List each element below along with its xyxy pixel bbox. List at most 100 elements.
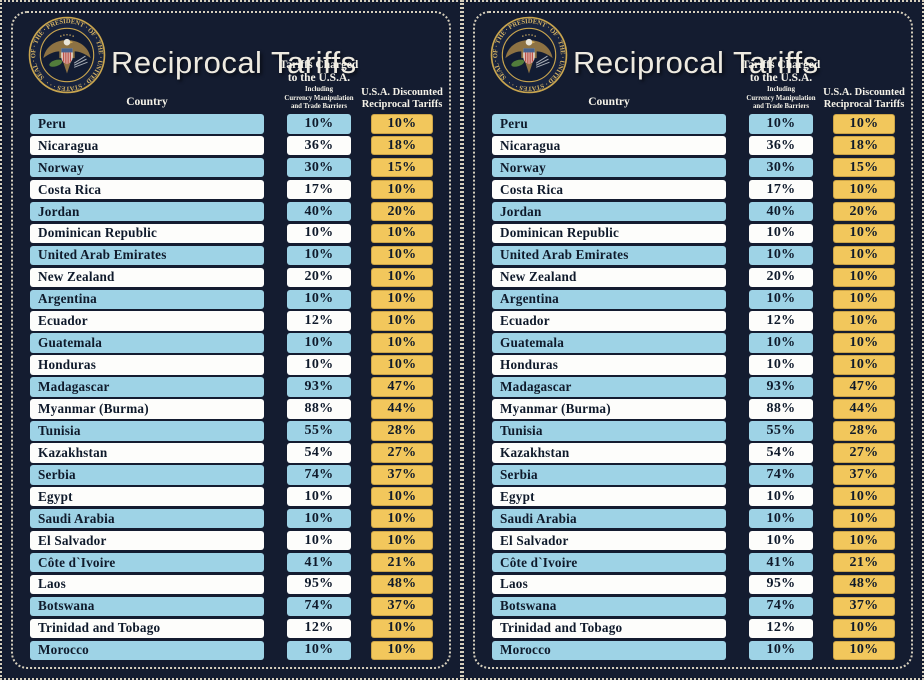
table-row: United Arab Emirates 10% 10% — [492, 245, 898, 266]
country-cell: Morocco — [30, 640, 264, 660]
discounted-tariff-cell: 10% — [371, 508, 433, 529]
country-cell: Guatemala — [492, 333, 726, 353]
country-cell: Laos — [492, 574, 726, 595]
discounted-tariff-cell: 10% — [371, 267, 433, 288]
country-cell: Argentina — [492, 289, 726, 309]
charged-tariff-cell: 12% — [287, 618, 351, 639]
table-row: Peru 10% 10% — [492, 114, 898, 134]
country-cell: Egypt — [492, 486, 726, 507]
discounted-tariff-cell: 37% — [371, 596, 433, 617]
country-cell: Côte d`Ivoire — [30, 552, 264, 573]
table-row: Morocco 10% 10% — [492, 640, 898, 660]
country-cell: Madagascar — [30, 377, 264, 397]
charged-tariff-cell: 10% — [287, 333, 351, 353]
country-cell: Ecuador — [30, 311, 264, 331]
country-cell: Kazakhstan — [492, 443, 726, 463]
discounted-tariff-cell: 10% — [833, 114, 895, 134]
table-row: Madagascar 93% 47% — [492, 377, 898, 397]
discounted-tariff-cell: 10% — [833, 530, 895, 551]
country-cell: El Salvador — [492, 530, 726, 551]
page-title: Reciprocal Tariffs — [111, 45, 357, 80]
country-cell: Jordan — [30, 201, 264, 222]
discounted-tariff-cell: 10% — [371, 179, 433, 200]
table-row: Peru 10% 10% — [30, 114, 436, 134]
table-row: Serbia 74% 37% — [30, 465, 436, 485]
discounted-tariff-cell: 10% — [833, 267, 895, 288]
charged-tariff-cell: 95% — [287, 574, 351, 595]
charged-tariff-cell: 40% — [749, 201, 813, 222]
table-row: Honduras 10% 10% — [30, 355, 436, 375]
table-row: Argentina 10% 10% — [30, 289, 436, 309]
charged-tariff-cell: 10% — [749, 486, 813, 507]
table-row: Saudi Arabia 10% 10% — [30, 508, 436, 529]
discounted-tariff-cell: 10% — [371, 311, 433, 331]
country-cell: Saudi Arabia — [30, 508, 264, 529]
charged-tariff-cell: 10% — [749, 530, 813, 551]
country-cell: Dominican Republic — [30, 223, 264, 244]
country-cell: Saudi Arabia — [492, 508, 726, 529]
country-cell: Madagascar — [492, 377, 726, 397]
table-row: Kazakhstan 54% 27% — [30, 443, 436, 463]
discounted-tariff-cell: 48% — [371, 574, 433, 595]
table-row: Côte d`Ivoire 41% 21% — [492, 552, 898, 573]
charged-tariff-cell: 17% — [749, 179, 813, 200]
discounted-tariff-cell: 10% — [833, 223, 895, 244]
charged-tariff-cell: 30% — [287, 157, 351, 178]
discounted-tariff-cell: 10% — [371, 640, 433, 660]
discounted-tariff-cell: 10% — [371, 333, 433, 353]
country-cell: Trinidad and Tobago — [492, 618, 726, 639]
country-cell: Tunisia — [492, 421, 726, 441]
presidential-seal: SEAL · OF · THE · PRESIDENT · OF · THE ·… — [490, 16, 568, 94]
country-cell: Tunisia — [30, 421, 264, 441]
tariff-board-panel: SEAL · OF · THE · PRESIDENT · OF · THE ·… — [0, 0, 462, 680]
charged-tariff-cell: 54% — [749, 443, 813, 463]
tariff-table: Peru 10% 10% Nicaragua 36% 18% Norway 30% 15% Cos… — [30, 114, 436, 662]
country-cell: Côte d`Ivoire — [492, 552, 726, 573]
charged-tariff-cell: 12% — [749, 311, 813, 331]
discounted-tariff-cell: 10% — [833, 311, 895, 331]
table-row: Honduras 10% 10% — [492, 355, 898, 375]
table-row: Guatemala 10% 10% — [30, 333, 436, 353]
country-cell: Honduras — [30, 355, 264, 375]
country-cell: Nicaragua — [30, 135, 264, 156]
table-row: Nicaragua 36% 18% — [492, 135, 898, 156]
discounted-tariff-cell: 10% — [371, 618, 433, 639]
table-row: Nicaragua 36% 18% — [30, 135, 436, 156]
charged-tariff-cell: 74% — [287, 465, 351, 485]
discounted-tariff-cell: 10% — [833, 486, 895, 507]
table-row: Tunisia 55% 28% — [30, 421, 436, 441]
discounted-tariff-cell: 47% — [371, 377, 433, 397]
charged-tariff-cell: 36% — [287, 135, 351, 156]
table-row: New Zealand 20% 10% — [30, 267, 436, 288]
country-cell: Peru — [492, 114, 726, 134]
discounted-tariff-cell: 21% — [371, 552, 433, 573]
country-cell: United Arab Emirates — [30, 245, 264, 266]
discounted-tariff-cell: 27% — [371, 443, 433, 463]
charged-tariff-cell: 88% — [749, 399, 813, 419]
country-cell: Morocco — [492, 640, 726, 660]
table-row: Madagascar 93% 47% — [30, 377, 436, 397]
country-cell: Nicaragua — [492, 135, 726, 156]
table-row: Norway 30% 15% — [492, 157, 898, 178]
table-row: Tunisia 55% 28% — [492, 421, 898, 441]
discounted-tariff-cell: 10% — [833, 289, 895, 309]
charged-tariff-cell: 74% — [749, 465, 813, 485]
country-cell: Peru — [30, 114, 264, 134]
table-row: Argentina 10% 10% — [492, 289, 898, 309]
country-cell: Argentina — [30, 289, 264, 309]
charged-tariff-cell: 12% — [749, 618, 813, 639]
column-header-discounted-tariffs: U.S.A. Discounted Reciprocal Tariffs — [823, 87, 905, 111]
table-row: Myanmar (Burma) 88% 44% — [492, 399, 898, 419]
discounted-tariff-cell: 10% — [371, 114, 433, 134]
table-row: Côte d`Ivoire 41% 21% — [30, 552, 436, 573]
discounted-tariff-cell: 10% — [833, 179, 895, 200]
table-row: Trinidad and Tobago 12% 10% — [492, 618, 898, 639]
charged-tariff-cell: 74% — [749, 596, 813, 617]
country-cell: Norway — [30, 157, 264, 178]
charged-tariff-cell: 10% — [287, 223, 351, 244]
charged-tariff-cell: 20% — [749, 267, 813, 288]
eagle-emblem — [505, 34, 553, 74]
discounted-tariff-cell: 10% — [833, 355, 895, 375]
discounted-tariff-cell: 10% — [371, 530, 433, 551]
